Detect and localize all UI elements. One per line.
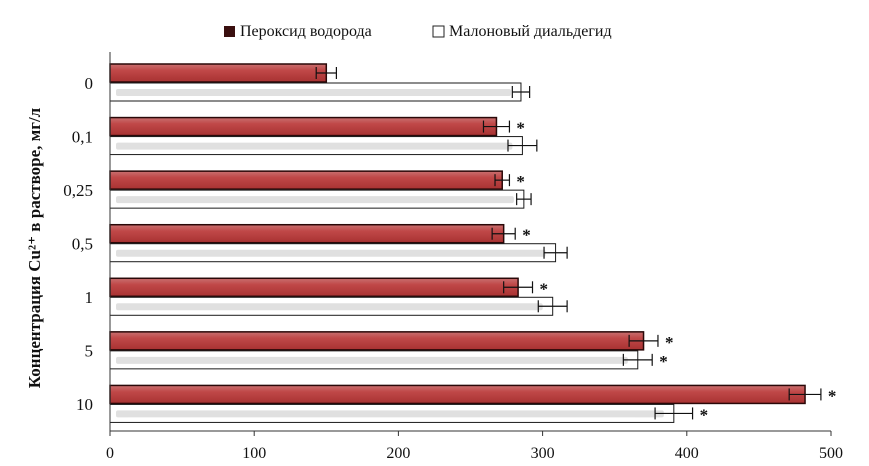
- bar-series-2-shading: [116, 89, 511, 96]
- significance-marker: *: [828, 386, 837, 405]
- bar-series-1: [109, 63, 328, 83]
- x-tick-label: 400: [675, 445, 699, 462]
- significance-marker: *: [540, 279, 549, 298]
- category-label: 0,25: [63, 181, 93, 200]
- category-label: 5: [85, 342, 94, 361]
- category-label: 0,1: [72, 127, 93, 146]
- bar-series-1: [109, 384, 806, 405]
- x-tick-label: 500: [819, 445, 843, 462]
- legend-swatch-series-2: [432, 25, 445, 38]
- category-label: 0: [85, 74, 94, 93]
- category-label: 10: [76, 395, 93, 414]
- significance-marker: *: [659, 352, 668, 371]
- bar-series-2-shading: [116, 249, 546, 257]
- bars-group: 00,1 *0,25 *0,5 *1 *5 **10 **: [63, 63, 837, 424]
- legend: Пероксид водорода Малоновый диальдегид: [224, 23, 612, 40]
- bar-series-2-shading: [116, 142, 513, 150]
- significance-marker: *: [700, 405, 709, 424]
- bar-series-1: [109, 277, 519, 298]
- significance-marker: *: [516, 119, 525, 138]
- bar-series-1: [109, 170, 503, 190]
- legend-label-series-2: Малоновый диальдегид: [449, 23, 612, 40]
- x-tick-label: 300: [531, 445, 555, 462]
- significance-marker: *: [522, 226, 531, 245]
- bar-series-2-shading: [116, 410, 664, 418]
- bar-series-1: [109, 116, 498, 137]
- bar-series-2-shading: [116, 356, 628, 364]
- x-tick-label: 0: [106, 445, 114, 462]
- legend-swatch-series-1: [224, 26, 235, 37]
- bar-series-2-shading: [116, 196, 514, 204]
- y-axis-label: Концентрация Cu²⁺ в растворе, мг/л: [25, 107, 44, 388]
- axes-group: 0 100 200 300 400 500: [106, 52, 843, 462]
- x-tick-label: 100: [242, 445, 266, 462]
- legend-label-series-1: Пероксид водорода: [240, 23, 372, 40]
- category-label: 0,5: [72, 235, 93, 254]
- bar-series-1: [109, 331, 645, 351]
- bar-series-2-shading: [116, 303, 543, 311]
- x-tick-label: 200: [386, 445, 410, 462]
- category-label: 1: [85, 288, 94, 307]
- bar-series-1: [109, 223, 505, 244]
- significance-marker: *: [665, 333, 674, 352]
- significance-marker: *: [516, 172, 525, 191]
